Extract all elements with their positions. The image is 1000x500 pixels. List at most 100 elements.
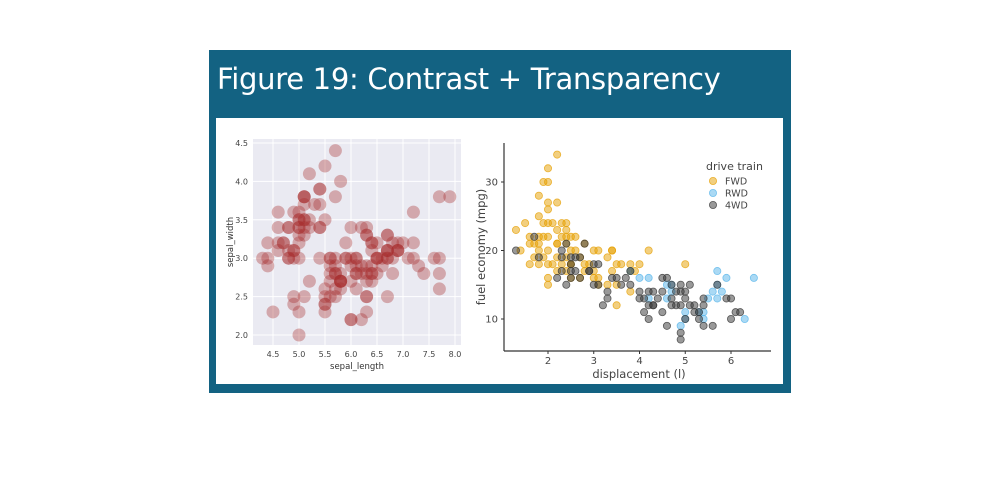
data-point <box>328 267 342 281</box>
x-tick-label: 6 <box>728 356 734 367</box>
data-point <box>676 280 685 289</box>
data-point <box>360 274 374 288</box>
data-point <box>360 290 374 304</box>
data-point <box>539 232 548 241</box>
data-point <box>548 219 557 228</box>
data-point <box>694 314 703 323</box>
plot-background <box>253 139 461 345</box>
data-point <box>287 297 301 311</box>
data-point <box>391 244 405 258</box>
data-point <box>534 191 543 200</box>
data-point <box>557 253 566 262</box>
data-point <box>667 294 676 303</box>
data-point <box>261 236 275 250</box>
x-tick-label: 5 <box>682 356 688 367</box>
data-point <box>370 236 384 250</box>
data-point <box>401 251 415 265</box>
data-point <box>681 314 690 323</box>
data-point <box>344 220 358 234</box>
data-point <box>717 287 726 296</box>
data-point <box>380 228 394 242</box>
x-tick-label: 2 <box>545 356 551 367</box>
data-point <box>658 287 667 296</box>
mpg-scatter-chart: 2 3 4 5 6 10 20 30 displacement (l) fuel econo… <box>474 143 771 381</box>
data-point <box>635 260 644 269</box>
data-point <box>521 219 530 228</box>
data-point <box>727 294 736 303</box>
data-point <box>292 220 306 234</box>
data-point <box>328 251 342 265</box>
data-point <box>681 287 690 296</box>
data-point <box>282 220 296 234</box>
data-point <box>603 280 612 289</box>
data-point <box>635 273 644 282</box>
data-point <box>360 305 374 319</box>
data-point <box>292 236 306 250</box>
data-point <box>256 251 270 265</box>
data-point <box>334 274 348 288</box>
data-point <box>302 167 316 181</box>
data-point <box>354 220 368 234</box>
y-tick-label: 4.5 <box>235 139 248 148</box>
data-point <box>313 220 327 234</box>
data-point <box>297 220 311 234</box>
data-point <box>292 251 306 265</box>
data-point <box>644 273 653 282</box>
data-point <box>339 251 353 265</box>
data-point <box>562 239 571 248</box>
data-point <box>391 244 405 258</box>
data-point <box>649 301 658 310</box>
data-point <box>571 232 580 241</box>
data-point <box>292 228 306 242</box>
data-point <box>589 273 598 282</box>
y-axis-label: sepal_width <box>226 217 236 267</box>
data-point <box>699 301 708 310</box>
data-point <box>313 182 327 196</box>
data-point <box>323 267 337 281</box>
data-point <box>511 246 520 255</box>
data-point <box>313 182 327 196</box>
data-point <box>649 287 658 296</box>
data-point <box>318 297 332 311</box>
x-axis-label: sepal_length <box>330 362 384 372</box>
data-point <box>360 228 374 242</box>
figure-title: Figure 19: Contrast + Transparency <box>217 62 721 96</box>
data-point <box>432 190 446 204</box>
data-point <box>276 236 290 250</box>
y-axis-ticks: 10 20 30 <box>485 178 504 326</box>
data-point <box>653 294 662 303</box>
data-point <box>406 236 420 250</box>
data-point <box>676 301 685 310</box>
data-point <box>266 305 280 319</box>
data-point <box>427 251 441 265</box>
legend-label: 4WD <box>725 200 748 211</box>
data-point <box>313 251 327 265</box>
data-point <box>553 150 562 159</box>
data-point <box>396 236 410 250</box>
data-point <box>365 244 379 258</box>
data-point <box>292 328 306 342</box>
data-point <box>292 305 306 319</box>
data-point <box>297 228 311 242</box>
data-point <box>287 244 301 258</box>
y-tick-label: 4.0 <box>235 177 248 186</box>
data-point <box>685 280 694 289</box>
data-point <box>334 274 348 288</box>
data-point <box>598 301 607 310</box>
data-point <box>349 282 363 296</box>
data-point <box>534 260 543 269</box>
data-point <box>292 205 306 219</box>
iris-scatter-chart: 4.5 5.0 5.5 6.0 6.5 7.0 7.5 8.0 2.0 2.5 3.0 3.5 4.0… <box>226 139 461 372</box>
data-point <box>740 314 749 323</box>
data-point <box>594 260 603 269</box>
data-point <box>308 197 322 211</box>
data-point <box>261 259 275 273</box>
data-point <box>349 251 363 265</box>
data-point <box>323 251 337 265</box>
data-point <box>349 267 363 281</box>
data-point <box>713 267 722 276</box>
data-point <box>626 267 635 276</box>
data-point <box>297 213 311 227</box>
data-point <box>339 251 353 265</box>
